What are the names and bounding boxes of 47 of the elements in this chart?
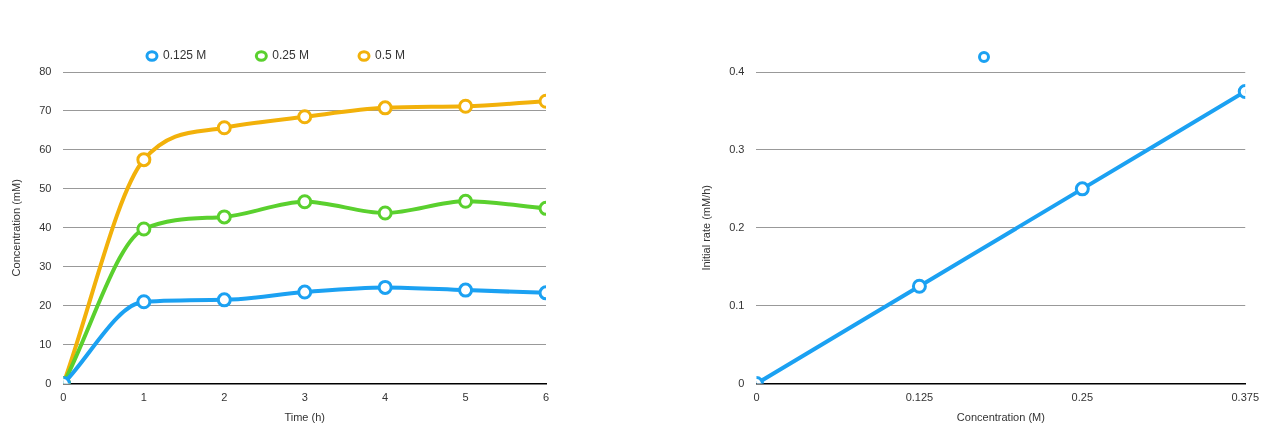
- x-axis-title: Time (h): [284, 411, 325, 424]
- point: [216, 120, 232, 136]
- point: [216, 209, 232, 225]
- y-tick-label: 70: [39, 103, 52, 116]
- point: [216, 292, 232, 308]
- point: [136, 294, 152, 310]
- point: [377, 205, 393, 221]
- y-tick-label: 0.1: [729, 298, 745, 311]
- point: [377, 279, 393, 295]
- y-tick-label: 20: [39, 298, 52, 311]
- x-tick-label: 0.125: [905, 391, 934, 404]
- x-axis-title: Concentration (M): [956, 411, 1045, 424]
- point: [297, 109, 313, 125]
- y-tick-label: 0: [738, 376, 745, 389]
- x-tick-label: 5: [462, 391, 469, 404]
- point: [458, 282, 474, 298]
- point: [297, 284, 313, 300]
- x-tick-label: 3: [301, 391, 308, 404]
- y-tick-label: 0: [45, 376, 52, 389]
- x-tick-label: 2: [221, 391, 228, 404]
- point: [136, 221, 152, 237]
- y-tick-label: 0.3: [729, 142, 745, 155]
- x-tick-label: 1: [140, 391, 147, 404]
- y-tick-label: 0.4: [729, 65, 745, 78]
- y-tick-label: 40: [39, 220, 52, 233]
- point: [377, 100, 393, 116]
- x-tick-label: 0: [753, 391, 760, 404]
- x-tick-label: 0: [60, 391, 67, 404]
- x-tick-label: 0.375: [1231, 391, 1259, 404]
- y-tick-label: 10: [39, 337, 52, 350]
- y-tick-label: 0.2: [729, 220, 745, 233]
- point: [458, 98, 474, 114]
- x-tick-label: 4: [382, 391, 389, 404]
- legend-label: 0.5 M: [375, 48, 406, 63]
- point: [458, 193, 474, 209]
- y-axis-title: Initial rate (mM/h): [699, 185, 712, 271]
- point: [297, 194, 313, 210]
- y-tick-label: 60: [39, 142, 52, 155]
- point: [136, 152, 152, 168]
- legend-label: 0.125 M: [162, 48, 207, 63]
- y-axis-title: Concentration (mM): [9, 179, 22, 277]
- y-tick-label: 30: [39, 259, 52, 272]
- x-tick-label: 6: [542, 391, 550, 404]
- y-tick-label: 80: [39, 65, 52, 78]
- legend-label: 0.25 M: [272, 48, 310, 63]
- x-tick-label: 0.25: [1071, 391, 1094, 404]
- y-tick-label: 50: [39, 181, 52, 194]
